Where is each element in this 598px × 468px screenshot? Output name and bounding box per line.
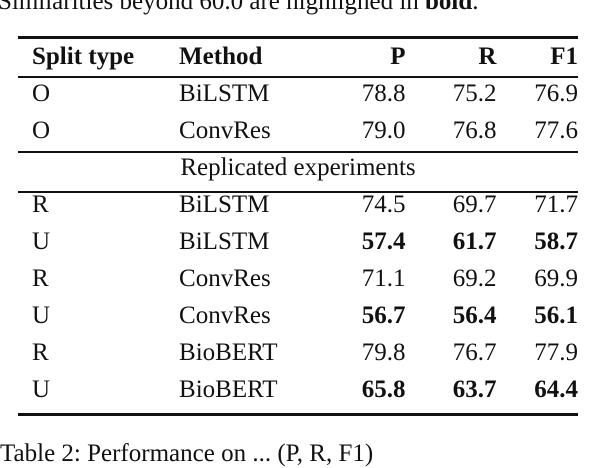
split-cell: U [32, 302, 51, 329]
method-cell: ConvRes [179, 265, 271, 292]
method-cell: BioBERT [179, 376, 278, 403]
precision-cell: 79.0 [361, 117, 406, 144]
top-caption-text: Similarities beyond 60.0 are highlighed … [0, 0, 426, 15]
f1-cell: 77.9 [534, 339, 578, 366]
f1-cell: 69.9 [534, 265, 578, 292]
recall-cell: 76.8 [452, 117, 497, 144]
top-caption-end: . [472, 0, 479, 15]
precision-cell: 57.4 [361, 228, 406, 255]
f1-cell: 64.4 [534, 376, 578, 403]
f1-cell: 76.9 [534, 80, 578, 107]
table-top-rule [18, 36, 578, 39]
recall-cell: 63.7 [452, 376, 497, 403]
split-cell: U [32, 376, 51, 403]
table-row: U BiLSTM 57.4 61.7 58.7 [18, 223, 578, 260]
f1-cell: 71.7 [534, 191, 578, 218]
split-cell: O [32, 80, 51, 107]
method-cell: BiLSTM [179, 228, 270, 255]
results-table: Split type Method P R F1 O BiLSTM 78.8 7… [18, 38, 578, 408]
f1-cell: 56.1 [534, 302, 578, 329]
recall-cell: 75.2 [452, 80, 497, 107]
top-caption: Similarities beyond 60.0 are highlighed … [0, 0, 479, 16]
header-rule [18, 76, 578, 78]
header-precision: P [390, 43, 406, 70]
method-cell: ConvRes [179, 117, 271, 144]
table-row: O BiLSTM 78.8 75.2 76.9 [18, 75, 578, 112]
split-cell: O [32, 117, 51, 144]
table-row: U BioBERT 65.8 63.7 64.4 [18, 371, 578, 408]
method-cell: BiLSTM [179, 191, 270, 218]
table-row: R BioBERT 79.8 76.7 77.9 [18, 334, 578, 371]
precision-cell: 65.8 [361, 376, 406, 403]
precision-cell: 79.8 [361, 339, 406, 366]
split-cell: R [32, 265, 49, 292]
header-recall: R [478, 43, 497, 70]
header-split-type: Split type [32, 43, 135, 70]
method-cell: ConvRes [179, 302, 271, 329]
f1-cell: 58.7 [534, 228, 578, 255]
section-label: Replicated experiments [180, 154, 416, 181]
method-cell: BioBERT [179, 339, 278, 366]
section-row: Replicated experiments [18, 149, 578, 186]
recall-cell: 69.7 [452, 191, 497, 218]
recall-cell: 69.2 [452, 265, 497, 292]
table-row: R BiLSTM 74.5 69.7 71.7 [18, 186, 578, 223]
section-bottom-rule [18, 191, 578, 193]
split-cell: R [32, 339, 49, 366]
top-caption-bold: bold [425, 0, 473, 15]
precision-cell: 56.7 [361, 302, 406, 329]
header-row: Split type Method P R F1 [18, 38, 578, 75]
recall-cell: 76.7 [452, 339, 497, 366]
precision-cell: 78.8 [361, 80, 406, 107]
precision-cell: 71.1 [361, 265, 406, 292]
split-cell: U [32, 228, 51, 255]
precision-cell: 74.5 [361, 191, 406, 218]
table-row: O ConvRes 79.0 76.8 77.6 [18, 112, 578, 149]
table-bottom-rule [18, 413, 578, 416]
f1-cell: 77.6 [534, 117, 578, 144]
split-cell: R [32, 191, 49, 218]
table-row: U ConvRes 56.7 56.4 56.1 [18, 297, 578, 334]
header-f1: F1 [550, 43, 578, 70]
recall-cell: 56.4 [452, 302, 497, 329]
bottom-caption: Table 2: Performance on ... (P, R, F1) [0, 440, 374, 467]
header-method: Method [179, 43, 263, 70]
method-cell: BiLSTM [179, 80, 270, 107]
section-top-rule [18, 151, 578, 153]
table-row: R ConvRes 71.1 69.2 69.9 [18, 260, 578, 297]
recall-cell: 61.7 [452, 228, 497, 255]
